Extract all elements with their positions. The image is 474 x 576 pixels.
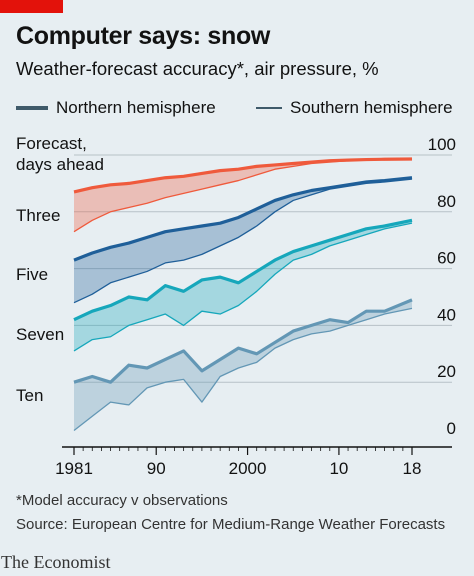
- y-axis-title: Forecast, days ahead: [16, 134, 104, 174]
- source-line: Source: European Centre for Medium-Range…: [16, 516, 446, 533]
- x-tick-label-2000: 2000: [229, 459, 267, 478]
- y-tick-label-80: 80: [437, 192, 456, 211]
- legend-swatch-thick: [16, 106, 48, 110]
- legend-swatch-thin: [256, 107, 282, 109]
- data-bands: [73, 157, 413, 431]
- band-label-five: Five: [16, 265, 48, 284]
- economist-brand: The Economist: [1, 552, 111, 572]
- chart-area: 0 20 40 60 80 100 1981 90 2000 10 18 Forecast, days …: [16, 134, 456, 478]
- economist-red-tag: [0, 0, 63, 13]
- legend-label-southern: Southern hemisphere: [290, 98, 453, 117]
- band-fill-ten: [74, 299, 412, 431]
- x-tick-label-2018: 18: [403, 459, 422, 478]
- band-label-three: Three: [16, 206, 60, 225]
- y-tick-label-40: 40: [437, 305, 456, 324]
- y-tick-label-0: 0: [447, 419, 456, 438]
- legend-item-southern: Southern hemisphere: [256, 98, 453, 118]
- chart-title: Computer says: snow: [16, 22, 271, 50]
- x-tick-label-1990: 90: [147, 459, 166, 478]
- line-northern-ten: [73, 298, 413, 384]
- chart-labels: 0 20 40 60 80 100 1981 90 2000 10 18 Forecast, days …: [16, 134, 456, 478]
- chart-subtitle: Weather-forecast accuracy*, air pressure…: [16, 58, 379, 79]
- band-label-seven: Seven: [16, 325, 64, 344]
- y-axis-title-line: Forecast,: [16, 134, 87, 153]
- line-southern-seven: [73, 222, 413, 352]
- footnote: *Model accuracy v observations: [16, 492, 228, 509]
- line-northern-five: [73, 176, 413, 262]
- band-fill-three: [74, 158, 412, 232]
- band-label-ten: Ten: [16, 386, 43, 405]
- band-fill-seven: [74, 220, 412, 351]
- y-tick-label-100: 100: [428, 135, 456, 154]
- x-tick-label-1981: 1981: [55, 459, 93, 478]
- gridlines: [62, 154, 452, 455]
- x-tick-label-2010: 10: [329, 459, 348, 478]
- y-axis-title-line: days ahead: [16, 155, 104, 174]
- line-northern-seven: [73, 218, 413, 322]
- legend-item-northern: Northern hemisphere: [16, 98, 216, 118]
- line-northern-three: [73, 157, 413, 194]
- line-southern-ten: [73, 307, 413, 431]
- y-tick-label-60: 60: [437, 249, 456, 268]
- legend-label-northern: Northern hemisphere: [56, 98, 216, 117]
- y-tick-label-20: 20: [437, 362, 456, 381]
